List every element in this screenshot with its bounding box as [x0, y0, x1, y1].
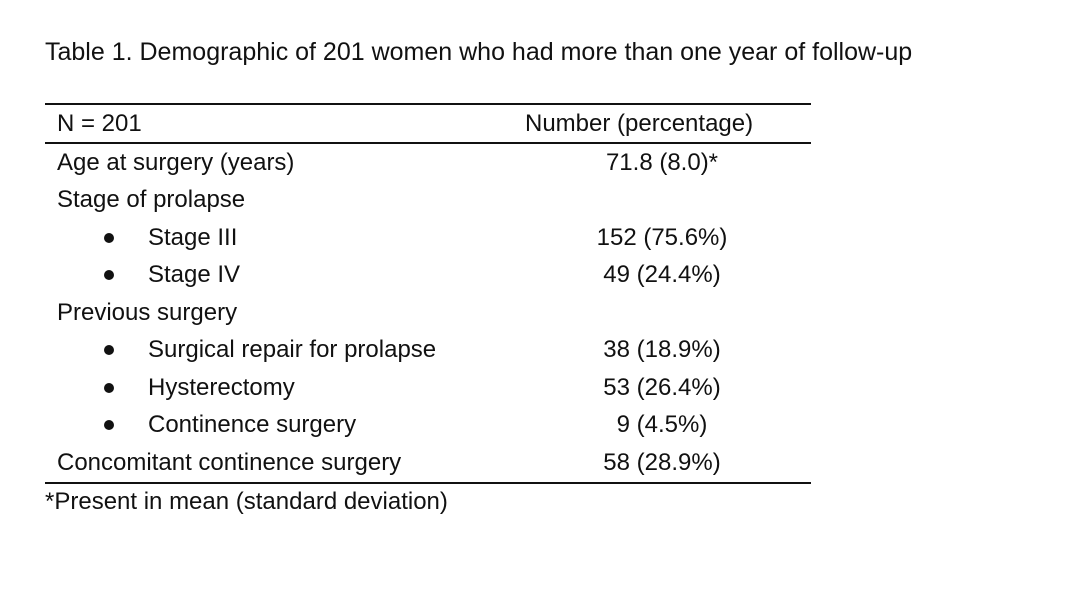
bullet-icon	[104, 345, 114, 356]
row-label: Age at surgery (years)	[57, 148, 295, 176]
bullet-icon	[104, 232, 114, 243]
row-label: Concomitant continence surgery	[57, 448, 402, 476]
table-row: Hysterectomy 53 (26.4%)	[45, 369, 811, 407]
row-value: 49 (24.4%)	[603, 261, 721, 289]
table-caption: Table 1. Demographic of 201 women who ha…	[45, 38, 913, 66]
table-row: Age at surgery (years) 71.8 (8.0)*	[45, 144, 811, 182]
table-row: Stage III 152 (75.6%)	[45, 219, 811, 257]
table-row: Concomitant continence surgery 58 (28.9%…	[45, 444, 811, 482]
row-label: Hysterectomy	[148, 373, 295, 401]
demographic-table: N = 201 Number (percentage) Age at surge…	[45, 103, 811, 484]
bullet-icon	[104, 420, 114, 431]
row-value: 58 (28.9%)	[603, 448, 721, 476]
row-label: Previous surgery	[57, 298, 238, 326]
row-label: Stage of prolapse	[57, 186, 246, 214]
row-label: Continence surgery	[148, 411, 357, 439]
table-bottom-rule	[45, 481, 811, 484]
bullet-icon	[104, 270, 114, 281]
row-value: 9 (4.5%)	[616, 411, 708, 439]
header-value: Number (percentage)	[525, 109, 754, 137]
row-label: Stage IV	[148, 261, 241, 289]
table-footnote: *Present in mean (standard deviation)	[45, 488, 448, 515]
table-header-row: N = 201 Number (percentage)	[45, 105, 811, 142]
table-header-rule	[45, 142, 811, 144]
table-top-rule	[45, 103, 811, 105]
row-label: Surgical repair for prolapse	[148, 336, 437, 364]
table-row: Stage IV 49 (24.4%)	[45, 257, 811, 295]
table-row: Previous surgery	[45, 294, 811, 332]
row-value: 38 (18.9%)	[603, 336, 721, 364]
row-value: 71.8 (8.0)*	[605, 148, 719, 176]
header-label: N = 201	[57, 109, 142, 137]
row-value: 53 (26.4%)	[603, 373, 721, 401]
table-row: Surgical repair for prolapse 38 (18.9%)	[45, 332, 811, 370]
bullet-icon	[104, 382, 114, 393]
table-row: Stage of prolapse	[45, 182, 811, 220]
row-value: 152 (75.6%)	[596, 223, 728, 251]
table-row: Continence surgery 9 (4.5%)	[45, 407, 811, 445]
row-label: Stage III	[148, 223, 238, 251]
